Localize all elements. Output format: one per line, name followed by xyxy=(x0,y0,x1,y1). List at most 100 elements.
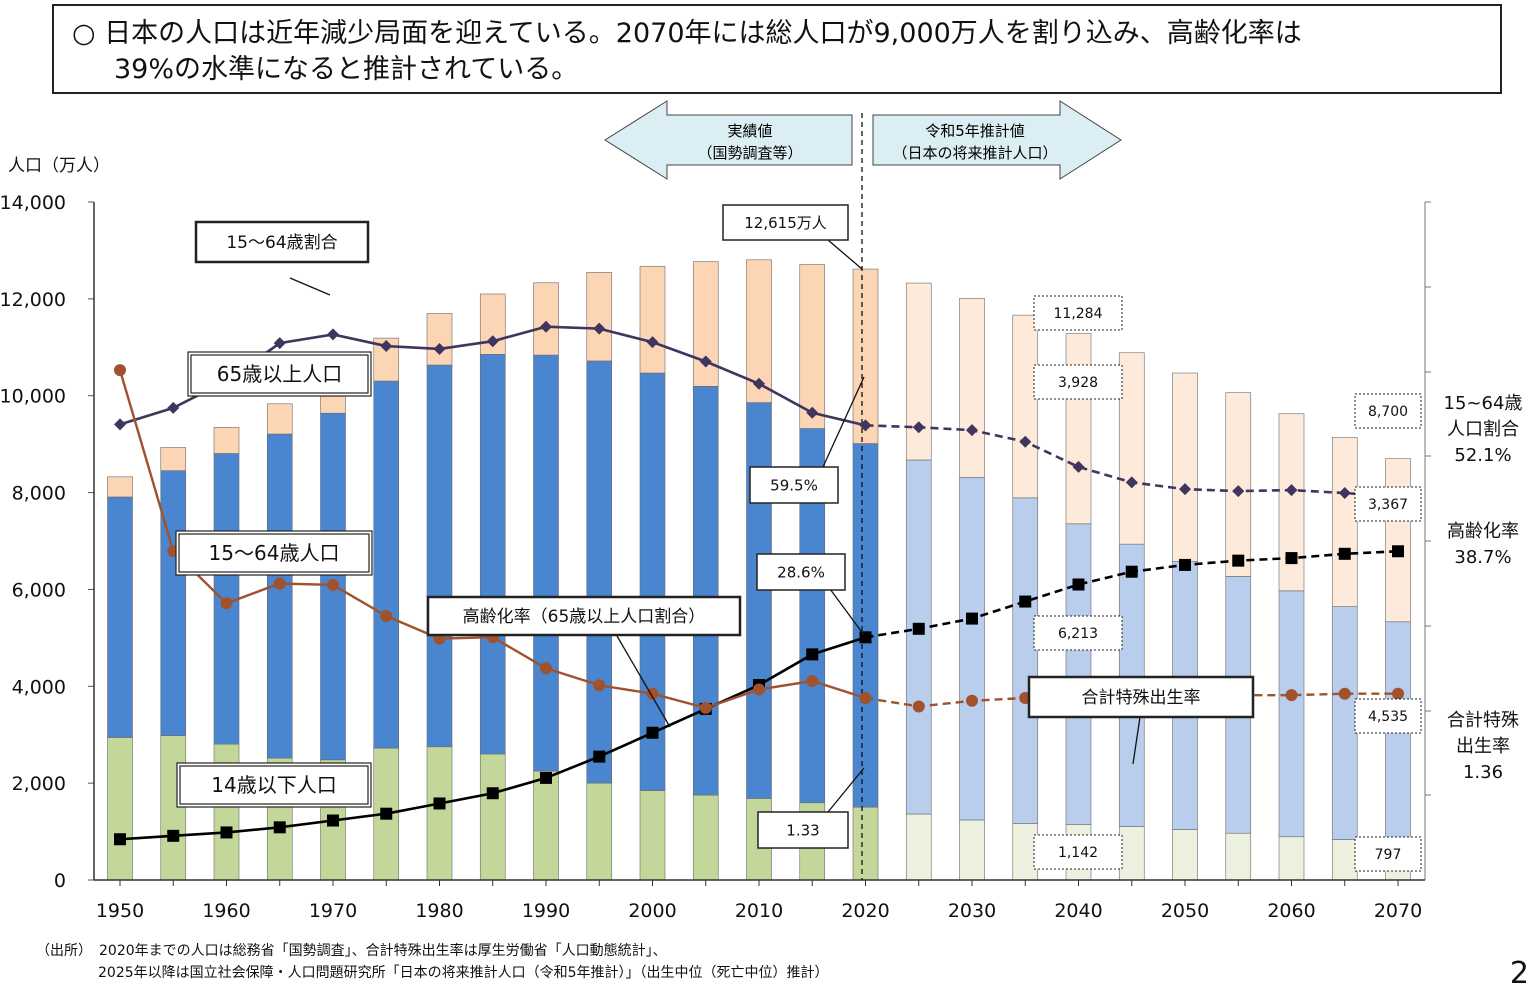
ratio-1564-point xyxy=(380,340,393,353)
right-tfr-2: 出生率 xyxy=(1456,736,1510,757)
total-2070-label: 8,700 xyxy=(1368,404,1408,420)
y-tick-label: 12,000 xyxy=(0,289,66,311)
ratio-1564-point xyxy=(646,336,659,349)
bar-segment-1564 xyxy=(107,496,133,738)
bar-segment-65plus xyxy=(639,265,666,374)
bar-segment-1564 xyxy=(905,459,932,815)
tfr-label: 合計特殊出生率 xyxy=(1082,688,1201,708)
x-tick-label: 2060 xyxy=(1267,900,1315,922)
tfr-point xyxy=(1338,687,1351,700)
y-tick-label: 0 xyxy=(54,870,66,892)
pop-1564-label: 15〜64歳人口 xyxy=(209,541,340,565)
bar-segment-65plus xyxy=(905,282,932,461)
bar-segment-1564 xyxy=(959,476,985,821)
aging-rate-point xyxy=(806,648,819,661)
pop-65-label: 65歳以上人口 xyxy=(217,362,342,386)
pop014-2040-label: 1,142 xyxy=(1058,845,1098,861)
x-tick-label: 2040 xyxy=(1054,900,1102,922)
ratio-1564-point xyxy=(593,322,606,335)
bar-segment-014 xyxy=(959,819,985,881)
bar-segment-65plus xyxy=(1278,413,1305,592)
bar-segment-1564 xyxy=(479,354,506,755)
bar-segment-014 xyxy=(533,770,559,881)
bar-segment-65plus xyxy=(1385,458,1411,623)
bar-segment-65plus xyxy=(533,282,559,356)
ratio-1564-point xyxy=(966,424,978,437)
source-note: （出所） 2020年までの人口は総務省「国勢調査」、合計特殊出生率は厚生労働省「… xyxy=(36,940,829,984)
total-2040-label-frame xyxy=(1033,295,1123,331)
bar-segment-1564 xyxy=(426,364,453,748)
ratio-1564-label-frame xyxy=(194,220,370,264)
y-tick-label: 4,000 xyxy=(12,676,66,698)
aging-rate-point xyxy=(646,726,659,739)
bar-segment-65plus xyxy=(266,403,293,435)
bar-segment-1564 xyxy=(373,380,400,749)
ratio-1564-point xyxy=(327,328,339,341)
tfr-point xyxy=(540,662,552,675)
actual-values-arrow xyxy=(604,100,853,180)
ratio-1564-point xyxy=(806,406,819,419)
actual-arrow-label: 実績値 xyxy=(727,122,772,140)
bar-segment-014 xyxy=(1278,836,1305,881)
aging-rate-point xyxy=(1285,552,1298,565)
y-tick-label: 8,000 xyxy=(12,483,66,505)
bar-segment-1564 xyxy=(160,470,187,736)
x-tick-label: 2000 xyxy=(628,900,676,922)
aging-rate-point xyxy=(167,829,180,842)
bar-segment-1564 xyxy=(1278,590,1305,838)
actual-arrow-sublabel: （国勢調査等） xyxy=(697,144,802,162)
aging-rate-point xyxy=(380,807,393,820)
y-axis-label: 人口（万人） xyxy=(8,156,110,176)
y-tick-label: 10,000 xyxy=(0,386,66,408)
bar-segment-65plus xyxy=(692,261,719,387)
source-line-2: 2025年以降は国立社会保障・人口問題研究所「日本の将来推計人口（令和5年推計）… xyxy=(98,965,829,981)
ratio-1564-point xyxy=(486,335,499,348)
tfr-point xyxy=(327,578,339,591)
x-tick-label: 1950 xyxy=(96,900,144,922)
bar-segment-65plus xyxy=(1012,314,1039,499)
pop-014-label: 14歳以下人口 xyxy=(211,773,336,797)
x-tick-label: 1990 xyxy=(522,900,570,922)
ratio-1564-point xyxy=(753,377,765,390)
right-aging-1: 高齢化率 xyxy=(1447,521,1519,542)
bar-segment-65plus xyxy=(107,476,133,498)
tfr-point xyxy=(220,597,233,610)
bar-segment-014 xyxy=(1225,832,1252,881)
tfr-point xyxy=(273,577,286,590)
total-2040-label: 11,284 xyxy=(1054,306,1103,322)
aging-rate-point xyxy=(1125,565,1138,578)
right-ratio-1564-3: 52.1% xyxy=(1454,445,1511,466)
y-tick-label: 2,000 xyxy=(12,773,66,795)
pop-65-label-frame xyxy=(190,354,369,394)
bar-segment-65plus xyxy=(1118,352,1145,545)
aging-rate-point xyxy=(273,821,286,834)
aging-label-leader xyxy=(616,635,671,728)
bar-segment-014 xyxy=(107,737,133,881)
ratio-1564-point xyxy=(167,401,180,414)
projection-arrow-sublabel: （日本の将来推計人口） xyxy=(892,144,1057,162)
v286-leader xyxy=(829,588,865,636)
source-line-1: （出所） 2020年までの人口は総務省「国勢調査」、合計特殊出生率は厚生労働省「… xyxy=(36,943,667,959)
pop65-2040-label: 3,928 xyxy=(1058,375,1098,391)
x-tick-label: 2020 xyxy=(841,900,889,922)
right-tfr-3: 1.36 xyxy=(1463,762,1503,783)
ratio-1564-point xyxy=(1072,460,1085,473)
bar-segment-65plus xyxy=(799,264,826,429)
pop65-2070-label: 3,367 xyxy=(1368,497,1408,513)
aging-rate-point xyxy=(433,797,446,810)
bar-segment-014 xyxy=(639,790,666,881)
aging-rate-point xyxy=(1179,558,1191,571)
bar-segment-014 xyxy=(905,813,932,881)
pop1564-2070-label: 4,535 xyxy=(1368,709,1408,725)
pop014-2070-label-frame xyxy=(1354,836,1422,872)
x-tick-label: 2030 xyxy=(948,900,996,922)
page-number: 2 xyxy=(1509,956,1529,991)
ratio-1564-point xyxy=(1125,476,1138,489)
projection-arrow xyxy=(872,100,1122,180)
v133-leader xyxy=(827,767,865,813)
tfr-point xyxy=(1392,687,1404,700)
x-tick-label: 2050 xyxy=(1161,900,1209,922)
right-tfr-1: 合計特殊 xyxy=(1447,710,1519,731)
x-tick-label: 1970 xyxy=(309,900,357,922)
bar-segment-014 xyxy=(160,735,187,881)
